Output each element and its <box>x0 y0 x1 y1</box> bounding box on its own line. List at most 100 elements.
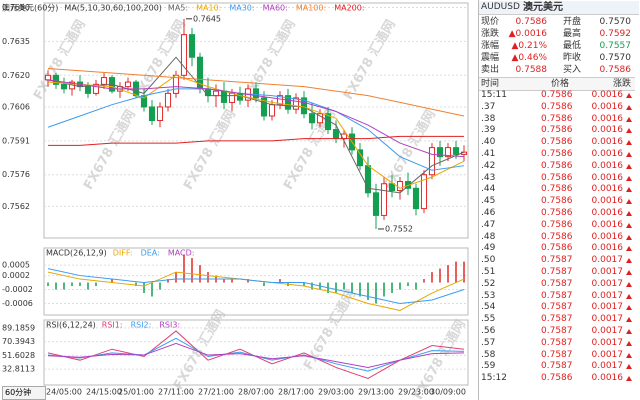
x-tick-label: 24/05:00 <box>46 388 82 397</box>
quote-row: 涨跌 ▲0.0016 最高 0.7592 <box>479 28 635 40</box>
header-cell: 涨跌 <box>612 79 631 89</box>
header-cell: 价格 <box>551 79 570 89</box>
candle-body <box>148 106 156 121</box>
y-tick-label: 70.3943 <box>2 337 35 346</box>
symbol-name: 澳元美元 <box>523 2 563 13</box>
candle-body <box>276 95 284 106</box>
candle-body <box>252 88 260 99</box>
trade-arrow <box>626 329 632 334</box>
quote-value: 0.7586 <box>515 17 548 27</box>
indicator-line <box>47 268 465 304</box>
candle-body <box>300 97 308 115</box>
candle-body <box>356 149 364 167</box>
indicator-line <box>47 56 465 194</box>
trade-price: 0.7586 <box>541 184 573 195</box>
watermark: FX678 汇通网 <box>180 107 239 193</box>
panel-frame <box>43 319 469 386</box>
trade-price: 0.7587 <box>541 361 573 372</box>
candle-body <box>412 187 420 210</box>
trade-arrow <box>626 364 632 370</box>
trade-change: 0.0017 <box>591 302 624 313</box>
trade-arrow <box>626 340 632 346</box>
trade-price: 0.7586 <box>541 243 573 254</box>
high-label: 0.7645 <box>193 14 221 23</box>
legend-entry: RSI1: <box>102 321 123 330</box>
trade-time: .40 <box>481 137 496 148</box>
trade-price: 0.7586 <box>541 208 573 218</box>
panel-frame <box>43 2 469 239</box>
quote-value: 0.7570 <box>599 17 632 27</box>
quote-panel: AUDUSD 澳元美元 现价 0.7586 开盘 0.7570 涨跌 ▲0.0016 最高 0.7… <box>478 0 640 400</box>
trade-row: .50 0.7587 0.0017 <box>479 255 635 266</box>
quote-label: 昨收 <box>563 53 582 63</box>
indicator-line <box>47 79 465 158</box>
x-tick-label: 27/11:00 <box>158 388 194 397</box>
trade-row: 15:12 0.7586 0.0016 <box>479 373 635 384</box>
legend-entry: MA100: <box>296 4 326 13</box>
quote-label: 现价 <box>481 17 500 27</box>
trade-change: 0.0017 <box>591 337 624 348</box>
watermark: FX678 汇通网 <box>300 287 359 373</box>
trade-time: .51 <box>481 267 496 277</box>
trade-arrow <box>626 199 632 205</box>
candle-body <box>308 113 316 124</box>
trade-change: 0.0017 <box>591 267 624 277</box>
y-tick-label: 0.7635 <box>2 37 30 46</box>
candle-body <box>44 74 52 81</box>
trade-price: 0.7586 <box>541 219 573 230</box>
trade-change: 0.0017 <box>591 349 624 360</box>
trade-change: 0.0016 <box>591 243 624 254</box>
y-tick-label: 0.7591 <box>2 136 30 145</box>
trade-price: 0.7586 <box>541 149 573 159</box>
period-select[interactable]: 60分钟 <box>2 386 46 400</box>
trade-change: 0.0017 <box>591 255 624 266</box>
trade-row: .59 0.7587 0.0017 <box>479 361 635 372</box>
x-tick-label: 30/09:00 <box>430 388 466 397</box>
trade-arrow <box>626 93 632 98</box>
trade-change: 0.0016 <box>591 172 624 183</box>
trade-price: 0.7586 <box>541 113 573 124</box>
trade-time: .39 <box>481 125 496 136</box>
trade-change: 0.0017 <box>591 290 624 301</box>
trade-time: .56 <box>481 326 496 336</box>
candle-body <box>228 92 236 103</box>
trade-row: .46 0.7586 0.0016 <box>479 208 635 219</box>
trade-price: 0.7586 <box>541 125 573 136</box>
trade-arrow <box>626 152 632 157</box>
indicator-label: MA(5,10,30,60,100,200) <box>64 4 162 13</box>
trade-arrow <box>626 222 632 228</box>
header-cell: 时间 <box>481 79 500 89</box>
candle-body <box>84 86 92 94</box>
legend-entry: MA10: <box>196 4 221 13</box>
trade-row: .47 0.7586 0.0016 <box>479 220 635 231</box>
trade-row: .56 0.7587 0.0017 <box>479 326 635 337</box>
y-tick-label: 0.0002 <box>2 271 30 280</box>
y-tick-label: 32.8113 <box>2 365 35 374</box>
trade-time: .44 <box>481 184 496 195</box>
quote-value: 0.7557 <box>599 41 632 51</box>
trade-time: 15:11 <box>481 90 507 100</box>
trade-arrow <box>626 270 632 275</box>
trade-row: .54 0.7587 0.0017 <box>479 302 635 313</box>
legend-entry: MA5: <box>168 4 188 13</box>
candle-body <box>396 181 404 192</box>
trade-change: 0.0016 <box>591 149 624 159</box>
legend-entry: RSI2: <box>131 321 152 330</box>
trade-time: .38 <box>481 113 496 124</box>
trade-arrow <box>626 281 632 287</box>
trade-arrow <box>626 104 632 110</box>
trade-change: 0.0016 <box>591 90 624 100</box>
chart: FX678 汇通网 FX678 汇通网 FX678 汇通网 FX678 汇通网FX67… <box>2 2 469 400</box>
quote-value: 0.7592 <box>599 29 632 39</box>
indicator-line <box>47 68 465 117</box>
quote-value: ▲0.46% <box>511 53 547 63</box>
trade-change: 0.0017 <box>591 278 624 289</box>
trade-row: .42 0.7586 0.0016 <box>479 161 635 172</box>
legend-entry: MA30: <box>229 4 254 13</box>
trade-price: 0.7587 <box>541 349 573 360</box>
candle-body <box>212 90 220 97</box>
trade-arrow <box>626 352 632 358</box>
low-label: 0.7552 <box>385 224 413 233</box>
trade-price: 0.7587 <box>541 326 573 336</box>
candle-body <box>316 113 324 124</box>
